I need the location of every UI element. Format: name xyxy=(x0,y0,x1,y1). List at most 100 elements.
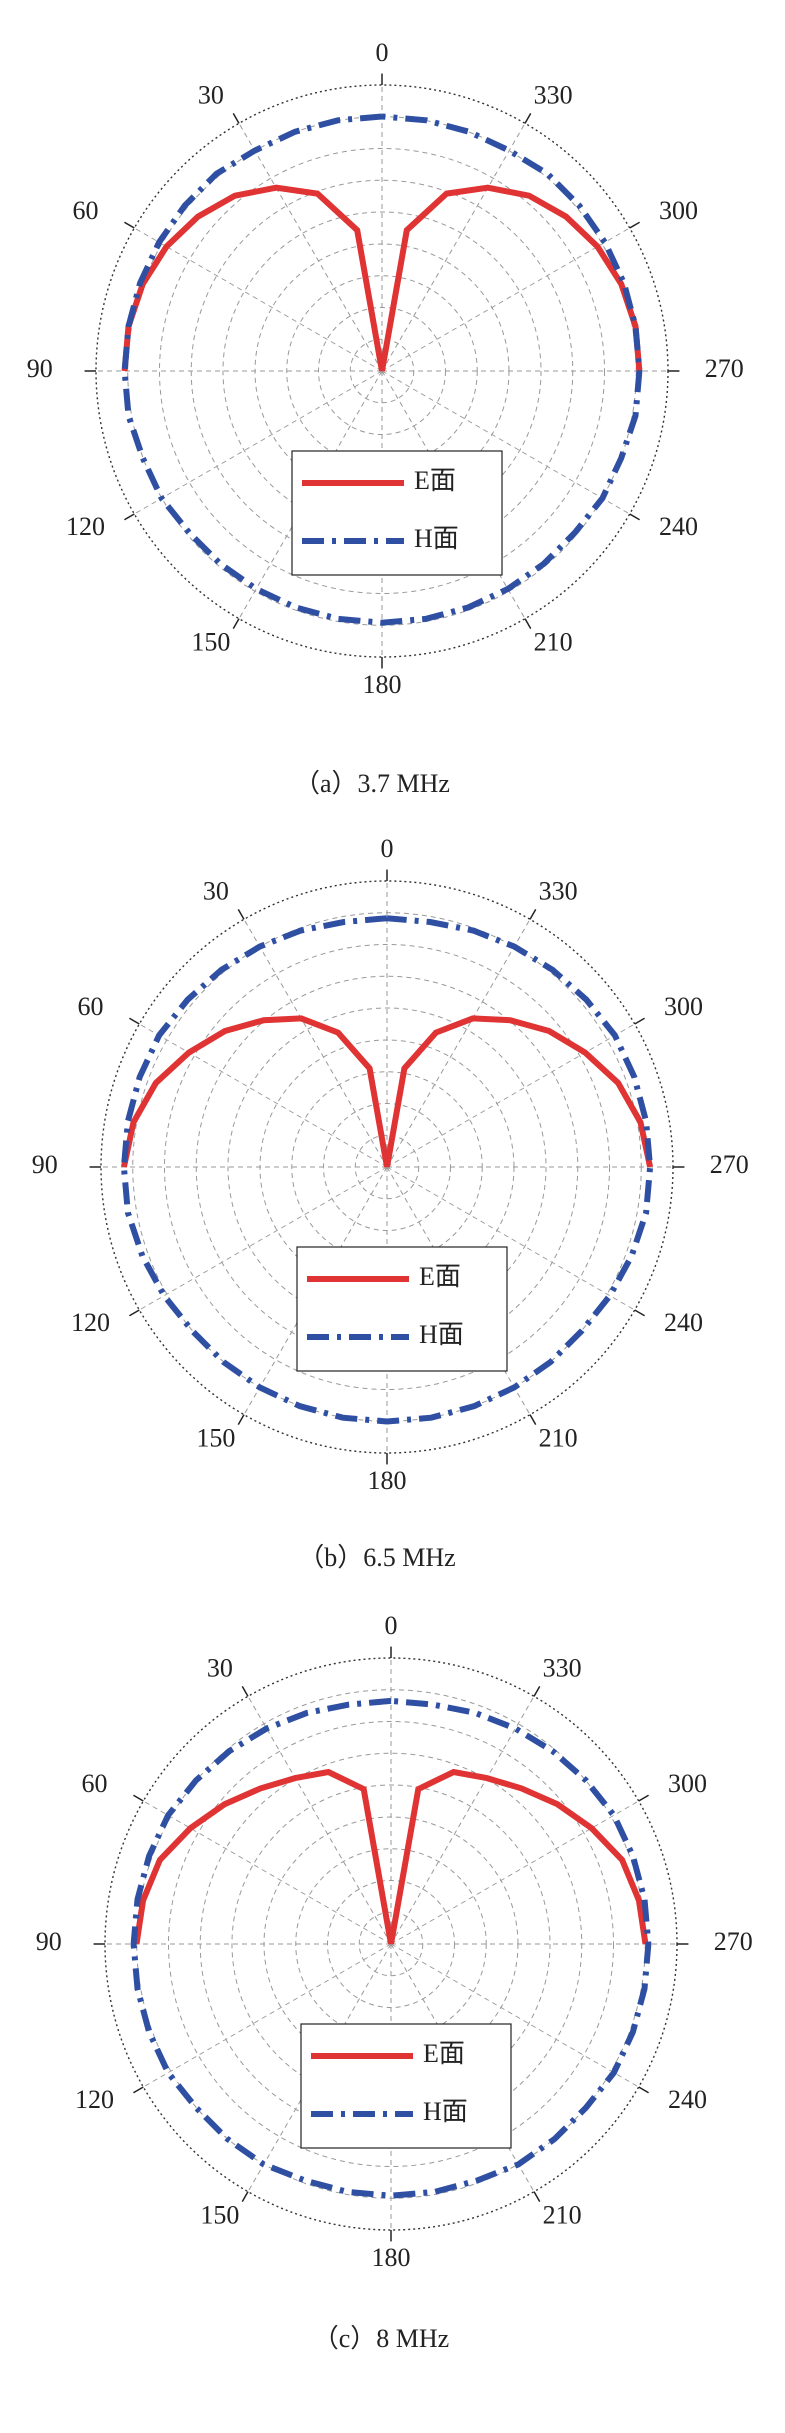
grid-ring xyxy=(291,1071,483,1263)
polar-chart: 0 30 60 90 120 150 180 210 240 270 300 330 E面 H面 （b）6.… xyxy=(32,834,749,1572)
angle-label: 60 xyxy=(78,992,104,1021)
angle-tick xyxy=(529,909,537,920)
grid-ring xyxy=(163,943,611,1391)
angle-label: 90 xyxy=(32,1150,58,1179)
angle-tick xyxy=(241,2191,249,2202)
angle-label: 90 xyxy=(27,354,53,383)
grid-spoke xyxy=(390,1943,535,2192)
grid-spoke xyxy=(381,123,526,372)
angle-label: 210 xyxy=(543,2201,582,2230)
series-line xyxy=(120,915,654,1425)
legend-label: E面 xyxy=(414,466,456,495)
legend-box xyxy=(291,450,503,576)
angle-label: 0 xyxy=(385,1611,398,1640)
angle-label: 270 xyxy=(710,1150,749,1179)
chart-caption: （b）6.5 MHz xyxy=(298,1543,455,1572)
legend: E面 H面 xyxy=(300,2023,512,2149)
series-line xyxy=(120,1015,390,1168)
legend: E面 H面 xyxy=(296,1246,508,1372)
angle-label: 330 xyxy=(539,876,578,905)
angle-label: 30 xyxy=(198,80,224,109)
angle-tick xyxy=(133,1794,144,1802)
angle-label: 180 xyxy=(368,1466,407,1495)
grid-spoke xyxy=(139,1166,388,1311)
series-line xyxy=(121,113,643,626)
angle-label: 300 xyxy=(668,1769,707,1798)
angle-label: 120 xyxy=(66,512,105,541)
grid-spoke xyxy=(390,1943,639,2088)
grid-spoke xyxy=(247,1943,392,2192)
chart-caption: （a）3.7 MHz xyxy=(294,769,450,798)
angle-tick xyxy=(533,2191,541,2202)
grid-spoke xyxy=(390,1800,639,1945)
legend-label: E面 xyxy=(419,1262,461,1291)
angle-tick xyxy=(638,1794,649,1802)
grid-ring xyxy=(286,275,478,467)
angle-label: 240 xyxy=(659,512,698,541)
series-line xyxy=(388,1768,649,1945)
grid-spoke xyxy=(386,919,531,1168)
angle-tick xyxy=(634,1309,645,1317)
angle-label: 210 xyxy=(534,628,573,657)
angle-label: 0 xyxy=(376,38,389,67)
angle-label: 330 xyxy=(543,1653,582,1682)
angle-tick xyxy=(232,113,240,124)
grid-spoke xyxy=(134,227,383,372)
angle-tick xyxy=(629,221,640,229)
series-line xyxy=(130,1697,652,2199)
angle-tick xyxy=(237,909,245,920)
angle-label: 210 xyxy=(539,1424,578,1453)
angle-label: 180 xyxy=(363,670,402,699)
angle-label: 150 xyxy=(196,1424,235,1453)
angle-label: 30 xyxy=(203,876,229,905)
grid-ring xyxy=(227,1007,547,1327)
series-line xyxy=(384,1015,654,1168)
angle-tick xyxy=(129,1017,140,1025)
angle-label: 240 xyxy=(668,2085,707,2114)
angle-label: 270 xyxy=(705,354,744,383)
grid-spoke xyxy=(134,370,383,515)
grid-spoke xyxy=(243,919,388,1168)
grid-spoke xyxy=(247,1696,392,1945)
angle-label: 150 xyxy=(191,628,230,657)
angle-label: 120 xyxy=(71,1308,110,1337)
angle-tick xyxy=(634,1017,645,1025)
angle-label: 270 xyxy=(714,1927,753,1956)
angle-tick xyxy=(129,1309,140,1317)
grid-spoke xyxy=(381,227,630,372)
grid-spoke xyxy=(386,1166,531,1415)
series-line xyxy=(133,1768,394,1945)
angle-label: 60 xyxy=(73,196,99,225)
angle-label: 150 xyxy=(200,2201,239,2230)
angle-label: 240 xyxy=(664,1308,703,1337)
grid-spoke xyxy=(381,370,630,515)
polar-chart: 0 30 60 90 120 150 180 210 240 270 300 330 E面 H面 （a）3.… xyxy=(27,38,744,798)
grid-ring xyxy=(222,211,542,531)
angle-tick xyxy=(629,513,640,521)
grid-spoke xyxy=(238,123,383,372)
grid-spoke xyxy=(243,1166,388,1415)
grid-spoke xyxy=(143,1943,392,2088)
grid-spoke xyxy=(386,1166,635,1311)
chart-caption: （c）8 MHz xyxy=(313,2324,449,2353)
legend-label: H面 xyxy=(423,2097,468,2126)
angle-tick xyxy=(237,1414,245,1425)
angle-tick xyxy=(124,513,135,521)
grid-ring xyxy=(295,1848,487,2040)
angle-tick xyxy=(533,1686,541,1697)
grid-ring xyxy=(167,1720,615,2168)
angle-label: 90 xyxy=(36,1927,62,1956)
angle-tick xyxy=(133,2086,144,2094)
legend-label: E面 xyxy=(423,2039,465,2068)
grid-spoke xyxy=(390,1696,535,1945)
grid-spoke xyxy=(386,1023,635,1168)
legend: E面 H面 xyxy=(291,450,503,576)
grid-ring xyxy=(158,147,606,595)
angle-tick xyxy=(232,618,240,629)
angle-label: 330 xyxy=(534,80,573,109)
angle-label: 0 xyxy=(381,834,394,863)
grid-spoke xyxy=(381,370,526,619)
grid-ring xyxy=(231,1784,551,2104)
legend-label: H面 xyxy=(419,1320,464,1349)
angle-tick xyxy=(241,1686,249,1697)
